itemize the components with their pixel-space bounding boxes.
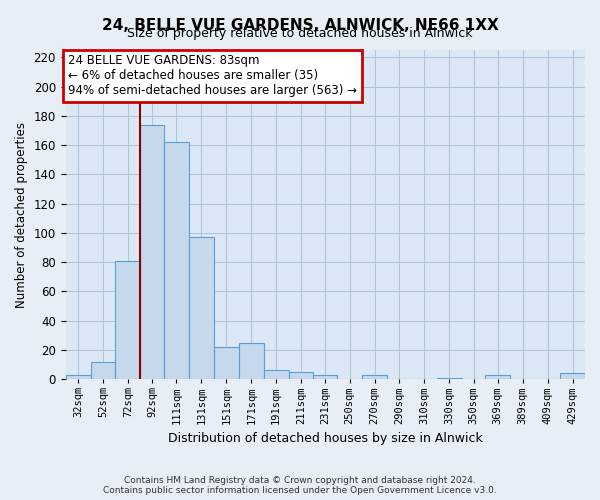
Y-axis label: Number of detached properties: Number of detached properties <box>15 122 28 308</box>
X-axis label: Distribution of detached houses by size in Alnwick: Distribution of detached houses by size … <box>168 432 483 445</box>
Text: 24, BELLE VUE GARDENS, ALNWICK, NE66 1XX: 24, BELLE VUE GARDENS, ALNWICK, NE66 1XX <box>101 18 499 32</box>
Bar <box>115 260 140 379</box>
Bar <box>485 375 510 379</box>
Bar <box>560 374 585 379</box>
Bar <box>362 375 387 379</box>
Bar <box>214 347 239 379</box>
Bar <box>140 124 164 379</box>
Text: Contains HM Land Registry data © Crown copyright and database right 2024.
Contai: Contains HM Land Registry data © Crown c… <box>103 476 497 495</box>
Bar <box>437 378 462 379</box>
Text: 24 BELLE VUE GARDENS: 83sqm
← 6% of detached houses are smaller (35)
94% of semi: 24 BELLE VUE GARDENS: 83sqm ← 6% of deta… <box>68 54 357 98</box>
Bar <box>239 342 263 379</box>
Text: Size of property relative to detached houses in Alnwick: Size of property relative to detached ho… <box>127 28 473 40</box>
Bar <box>263 370 289 379</box>
Bar <box>164 142 189 379</box>
Bar <box>91 362 115 379</box>
Bar <box>189 238 214 379</box>
Bar <box>289 372 313 379</box>
Bar <box>65 375 91 379</box>
Bar <box>313 375 337 379</box>
